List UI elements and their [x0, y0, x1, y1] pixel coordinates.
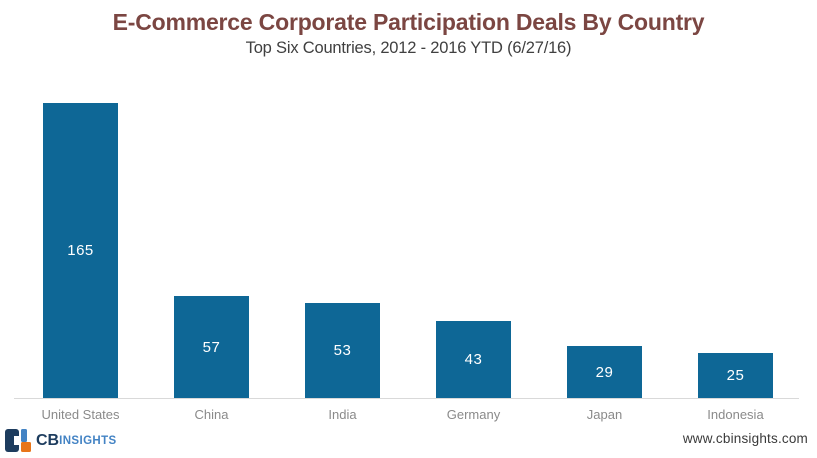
x-axis-label-japan: Japan: [586, 407, 623, 422]
bar-china: 57: [174, 296, 249, 398]
logo-b-bar: [21, 429, 27, 442]
bar-value-label: 43: [464, 351, 483, 368]
website-url: www.cbinsights.com: [682, 431, 808, 446]
bar-value-label: 57: [202, 338, 221, 356]
bar-value-label: 53: [333, 342, 352, 359]
chart-subtitle: Top Six Countries, 2012 - 2016 YTD (6/27…: [245, 39, 572, 57]
x-axis-label-germany: Germany: [446, 407, 501, 422]
logo-c-notch: [14, 436, 19, 445]
x-axis-label-indonesia: Indonesia: [707, 407, 764, 422]
x-axis-label-china: China: [194, 407, 229, 422]
cbinsights-logo-icon: [5, 429, 32, 452]
logo-text-cb: CB: [36, 431, 60, 449]
chart-title: E-Commerce Corporate Participation Deals…: [112, 9, 705, 35]
x-axis-label-united-states: United States: [41, 407, 120, 422]
logo-c-block: [5, 429, 19, 452]
bar-value-label: 29: [595, 363, 614, 381]
bar-value-label: 25: [726, 367, 745, 384]
x-axis-line: [14, 398, 799, 399]
bar-united-states: 165: [43, 103, 118, 398]
cbinsights-logo: CB INSIGHTS: [5, 429, 117, 452]
bar-india: 53: [305, 303, 380, 398]
bar-value-label: 165: [67, 242, 94, 259]
logo-b-square: [21, 442, 31, 452]
bar-germany: 43: [436, 321, 511, 398]
bar-japan: 29: [567, 346, 642, 398]
x-axis-label-india: India: [328, 407, 357, 422]
logo-text-insights: INSIGHTS: [59, 434, 117, 447]
bar-indonesia: 25: [698, 353, 773, 398]
